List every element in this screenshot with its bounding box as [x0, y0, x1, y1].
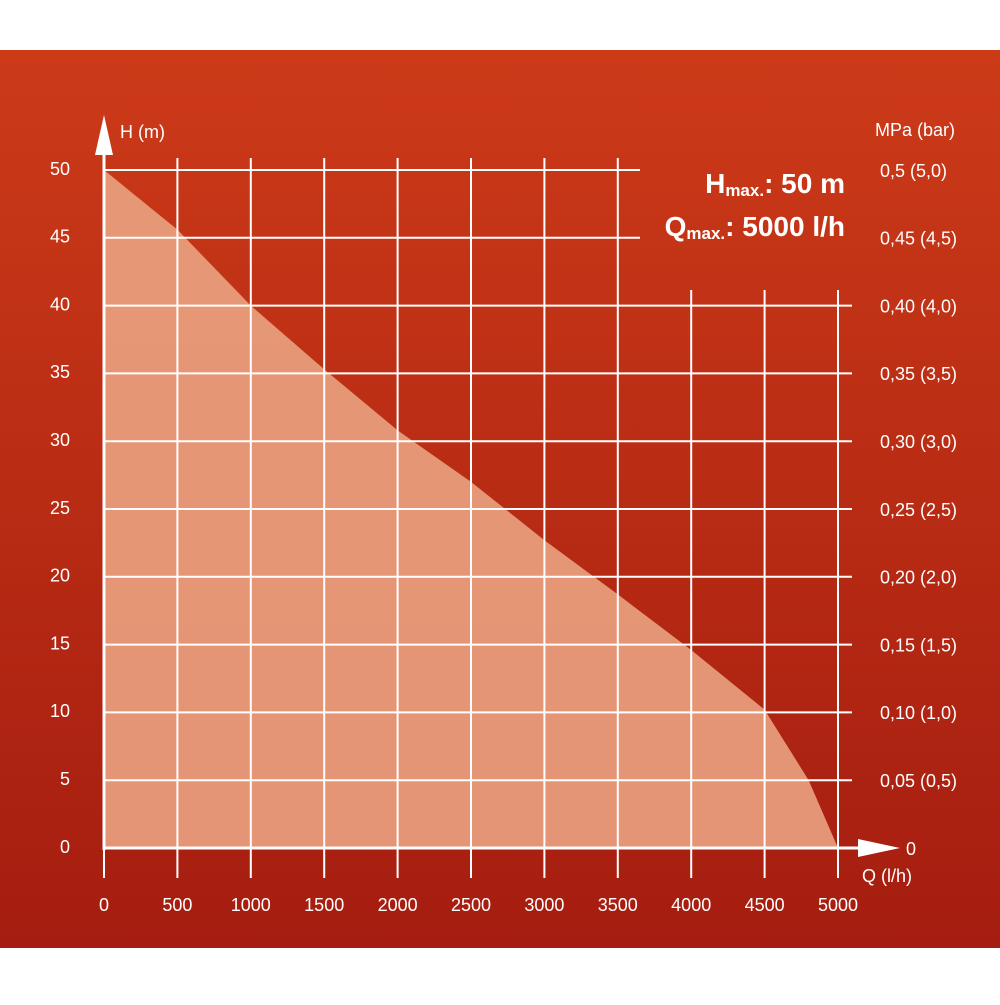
y-label: H (m) [120, 122, 165, 142]
y2-tick-label: 0,05 (0,5) [880, 771, 957, 791]
x-tick-label: 2000 [378, 895, 418, 915]
y-tick-label: 50 [50, 159, 70, 179]
x-tick-label: 1500 [304, 895, 344, 915]
y2-tick-label: 0,15 (1,5) [880, 635, 957, 655]
annotation: Qmax.: 5000 l/h [665, 211, 845, 243]
x-tick-label: 4000 [671, 895, 711, 915]
y2-tick-label: 0 [906, 839, 916, 859]
y2-tick-label: 0,45 (4,5) [880, 229, 957, 249]
annotation-text: : 5000 l/h [725, 211, 845, 242]
x-tick-label: 2500 [451, 895, 491, 915]
x-tick-label: 1000 [231, 895, 271, 915]
y2-tick-label: 0,25 (2,5) [880, 500, 957, 520]
x-tick-label: 500 [162, 895, 192, 915]
annotation-symbol: Q [665, 211, 687, 242]
y-tick-label: 25 [50, 498, 70, 518]
y-tick-label: 40 [50, 294, 70, 314]
y-tick-label: 5 [60, 769, 70, 789]
x-tick-label: 4500 [745, 895, 785, 915]
x-label: Q (l/h) [862, 866, 912, 886]
y2-label: MPa (bar) [875, 120, 955, 140]
y2-tick-label: 0,20 (2,0) [880, 568, 957, 588]
annotation: Hmax.: 50 m [705, 168, 845, 200]
y2-tick-label: 0,40 (4,0) [880, 296, 957, 316]
y-tick-label: 0 [60, 837, 70, 857]
y2-tick-label: 0,35 (3,5) [880, 364, 957, 384]
y-tick-label: 15 [50, 633, 70, 653]
annotation-subscript: max. [686, 224, 725, 243]
x-tick-label: 5000 [818, 895, 858, 915]
y-tick-label: 10 [50, 701, 70, 721]
y2-tick-label: 0,5 (5,0) [880, 161, 947, 181]
y-tick-label: 30 [50, 430, 70, 450]
annotation-subscript: max. [725, 181, 764, 200]
x-tick-label: 3000 [524, 895, 564, 915]
x-tick-label: 3500 [598, 895, 638, 915]
y-tick-label: 45 [50, 227, 70, 247]
y-arrow [95, 115, 113, 155]
y-tick-label: 20 [50, 566, 70, 586]
x-tick-label: 0 [99, 895, 109, 915]
annotation-text: : 50 m [764, 168, 845, 199]
x-arrow [858, 839, 900, 857]
annotation-symbol: H [705, 168, 725, 199]
y-tick-label: 35 [50, 362, 70, 382]
y2-tick-label: 0,30 (3,0) [880, 432, 957, 452]
y2-tick-label: 0,10 (1,0) [880, 703, 957, 723]
